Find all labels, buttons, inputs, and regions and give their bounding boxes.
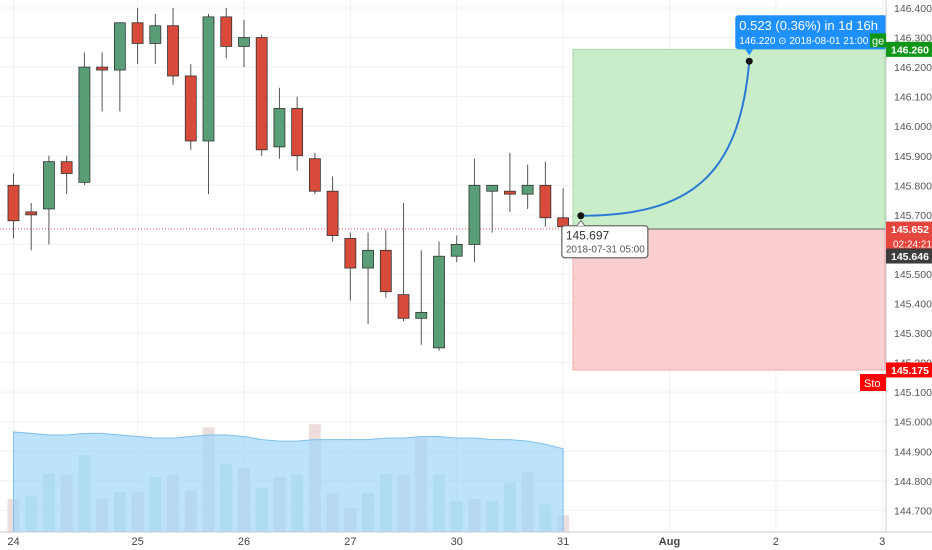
target-price-label-value: 146.260 [891,44,929,56]
target-price-label-bg [886,41,932,57]
time-tick-label: 27 [344,536,356,548]
target-side-tag [870,33,886,48]
candle-body [60,161,73,174]
time-tick-label: Aug [659,536,680,548]
time-tick-label: 3 [879,536,885,548]
candle-body [433,255,445,349]
candle-body [25,211,38,216]
price-tick-label: 144.900 [894,446,932,458]
candle-body [167,25,179,77]
forecast-start-point [577,212,585,220]
price-tick-label: 145.400 [894,299,932,311]
candle-body [504,190,516,195]
candlestick-series [7,8,569,351]
last-price-label-bg [886,248,932,264]
candle-body [291,108,304,157]
forecast-end-pointer [745,49,754,56]
time-tick-label: 25 [131,536,143,548]
candle-body [202,16,215,142]
price-tick-label: 146.000 [894,121,932,133]
candle-body [486,184,499,192]
candle-body [450,243,463,257]
candle-body [379,249,392,293]
candle-body [220,16,233,47]
price-tick-label: 145.700 [894,210,932,222]
forecast-start-price: 145.697 [566,229,610,243]
price-tick-label: 146.300 [894,33,932,45]
candle-body [43,161,55,210]
candle-body [184,75,197,142]
price-tick-label: 144.800 [894,476,932,488]
last-price-label: 145.646 [886,248,932,264]
candle-body [131,22,144,44]
time-tick-label: 30 [451,536,463,548]
candle-body [238,37,250,47]
candle-body [308,158,321,192]
time-tick-label: 24 [7,536,19,548]
candle-body [415,311,428,319]
countdown-label: 02:24:21 [893,240,932,251]
profit-zone [572,48,886,230]
candle-body [273,108,286,148]
current-price-label-bg [886,221,932,237]
candle-body [521,184,534,195]
price-tick-label: 144.700 [894,505,932,517]
price-tick-label: 146.200 [894,62,932,74]
time-tick-label: 26 [238,536,250,548]
current-price-label-value: 145.652 [891,224,929,236]
price-axis[interactable]: 146.400 146.300 146.200 146.100 146.000 145.9… [860,0,932,547]
candle-body [539,184,552,219]
price-tick-label: 145.500 [894,269,932,281]
price-tick-label: 145.800 [894,180,932,192]
candle-body [96,66,109,71]
forecast-end-point [745,57,753,65]
forecast-end-label: 0.523 (0.36%) in 1d 16h 146.220 ⊙ 2018-08… [735,15,888,56]
price-tick-label: 145.900 [894,151,932,163]
price-tick-label: 145.000 [894,417,932,429]
forecast-tool[interactable]: 145.697 2018-07-31 05:00 0.523 (0.36%) in … [561,15,888,259]
last-price-label-value: 145.646 [891,251,929,263]
forecast-start-label: 145.697 2018-07-31 05:00 [561,219,649,259]
candle-body [113,22,126,71]
long-position-tool[interactable] [0,48,886,371]
price-axis-background [886,0,932,532]
stop-price-label-value: 145.175 [891,365,929,377]
price-tick-label: 146.100 [894,92,932,104]
stop-side-tag [860,373,886,391]
candle-body [362,249,374,269]
stop-price-label: 145.175 [886,362,932,378]
time-axis[interactable]: 24 25 26 27 30 31 Aug 2 3 [0,531,932,550]
stop-price-label-bg [886,362,932,378]
forecast-start-time: 2018-07-31 05:00 [566,245,645,256]
candle-body [255,37,268,151]
price-tick-label: 145.300 [894,328,932,340]
price-tick-label: 146.400 [894,3,932,15]
forecast-curve [580,61,751,217]
time-axis-background [0,532,932,550]
stop-side-label: Sto [864,378,881,390]
candle-body [326,190,339,236]
forecast-end-time: 146.220 ⊙ 2018-08-01 21:00 [739,36,868,47]
price-tick-label: 145.100 [894,387,932,399]
countdown-bg [886,236,932,251]
time-tick-label: 2 [773,536,779,548]
candle-body [149,25,162,44]
candle-body [468,184,481,245]
candle-body [7,184,20,222]
forecast-end-headline: 0.523 (0.36%) in 1d 16h [739,18,878,33]
candle-body [344,238,357,269]
target-side-label: ge [872,35,884,47]
time-tick-label: 31 [557,536,569,548]
target-price-label: 146.260 [886,41,932,57]
candle-body [397,294,410,319]
forecast-start-pointer [576,219,586,227]
current-price-label: 145.652 [886,221,932,237]
volume-histogram [7,424,570,533]
volume-ma-area [12,431,564,533]
candle-body [78,66,91,183]
forecast-start-box [561,225,649,259]
forecast-end-box [735,15,888,50]
